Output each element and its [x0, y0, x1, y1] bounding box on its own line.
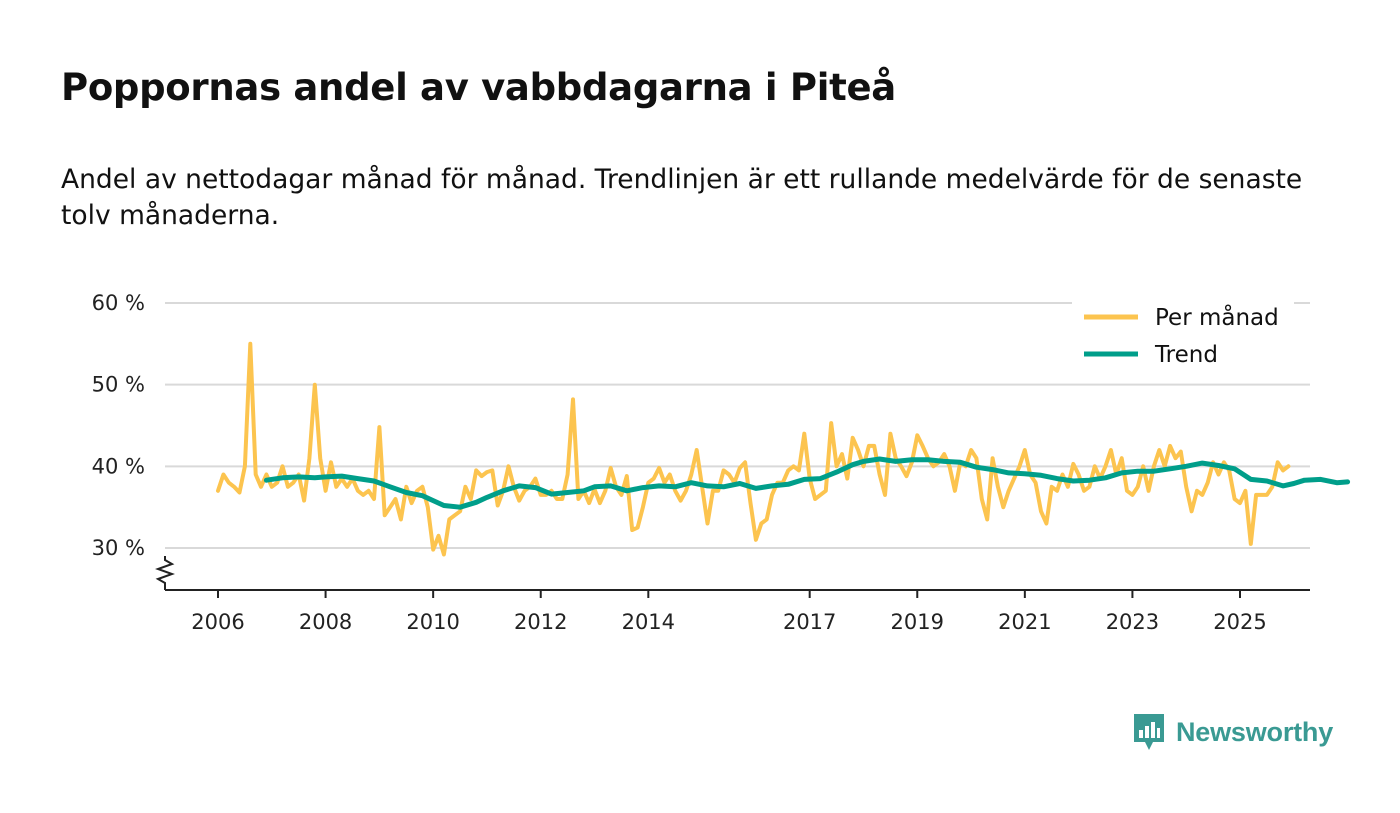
x-tick-label: 2012	[514, 610, 567, 634]
series-line-per-manad	[216, 341, 1291, 557]
x-tick-label: 2023	[1106, 610, 1159, 634]
axes: 30 % 40 % 50 % 60 % 2006 2008 2010 2012 2014 2017…	[92, 291, 1310, 634]
legend-box	[1072, 300, 1294, 378]
series-layer	[216, 341, 1351, 557]
x-tick-label: 2006	[191, 610, 244, 634]
x-tick-label: 2025	[1213, 610, 1266, 634]
newsworthy-logo-icon	[1134, 714, 1164, 750]
y-tick-label: 30 %	[92, 536, 145, 560]
legend: Per månad Trend	[1072, 300, 1294, 378]
brand-logo[interactable]: Newsworthy	[1132, 712, 1333, 752]
y-axis-break	[155, 556, 175, 590]
x-tick-label: 2017	[783, 610, 836, 634]
page-subtitle: Andel av nettodagar månad för månad. Tre…	[61, 164, 1303, 231]
y-tick-label: 50 %	[92, 373, 145, 397]
y-tick-label: 60 %	[92, 291, 145, 315]
legend-label: Trend	[1154, 342, 1218, 368]
x-tick-label: 2014	[622, 610, 675, 634]
x-tick-label: 2008	[299, 610, 352, 634]
page-title: Poppornas andel av vabbdagarna i Piteå	[61, 66, 896, 109]
brand-name: Newsworthy	[1176, 716, 1334, 747]
x-tick-label: 2019	[891, 610, 944, 634]
y-tick-label: 40 %	[92, 454, 145, 478]
x-tick-label: 2021	[998, 610, 1051, 634]
x-tick-label: 2010	[406, 610, 459, 634]
legend-label: Per månad	[1155, 303, 1279, 331]
series-line-trend	[263, 456, 1351, 510]
